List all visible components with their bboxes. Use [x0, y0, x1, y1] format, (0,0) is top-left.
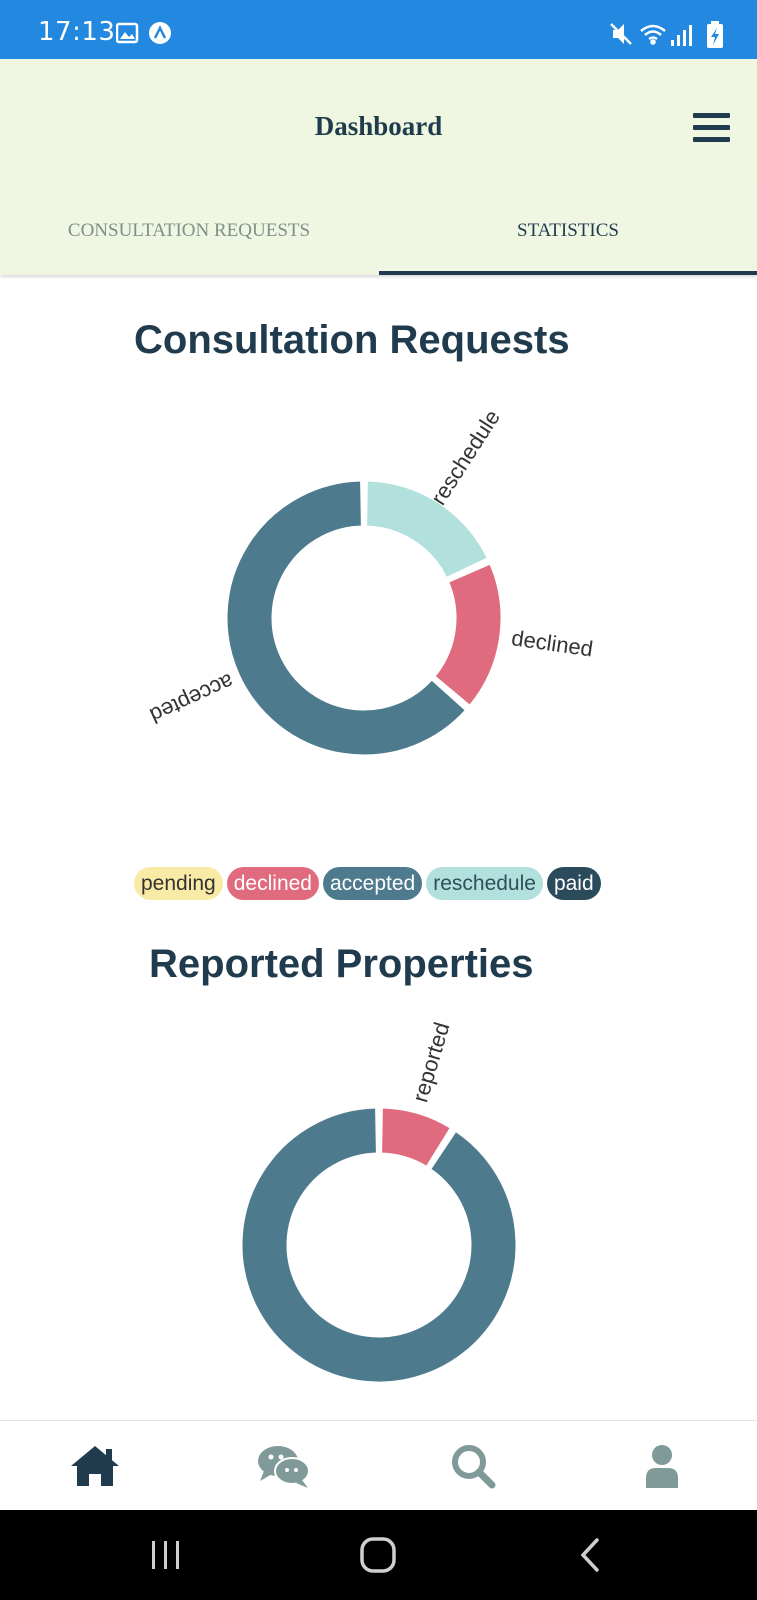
home-icon: [69, 1444, 121, 1488]
recents-icon: [149, 1539, 183, 1571]
legend-item-declined[interactable]: declined: [227, 867, 319, 900]
chart-legend: pendingdeclinedacceptedreschedulepaid: [134, 867, 601, 901]
nav-home[interactable]: [35, 1421, 155, 1511]
nav-chat[interactable]: [224, 1421, 344, 1511]
chart-title-consultation: Consultation Requests: [134, 318, 570, 363]
signal-icon: [671, 25, 692, 46]
wifi-icon: [641, 26, 665, 44]
user-icon: [644, 1444, 680, 1488]
donut-slice-declined[interactable]: [434, 563, 502, 707]
battery-charging-icon: [707, 21, 723, 48]
legend-item-paid[interactable]: paid: [547, 867, 601, 900]
slice-label: declined: [510, 625, 595, 661]
page-title: Dashboard: [0, 111, 757, 142]
status-bar: 17:13: [0, 0, 757, 59]
home-circle-icon: [359, 1536, 397, 1574]
consultation-donut-chart: reschedule declined accepted: [0, 395, 757, 855]
status-left-icons: [116, 22, 176, 53]
mute-icon: [611, 24, 631, 44]
hamburger-menu-icon: [693, 113, 730, 118]
active-tab-indicator: [379, 271, 757, 275]
tab-statistics[interactable]: STATISTICS: [379, 187, 757, 275]
app-header: Dashboard: [0, 59, 757, 187]
status-time: 17:13: [38, 17, 115, 47]
chart-title-reported: Reported Properties: [149, 942, 534, 987]
back-button[interactable]: [560, 1530, 620, 1580]
recents-button[interactable]: [136, 1530, 196, 1580]
menu-button[interactable]: [693, 113, 730, 143]
donut-slice-not-reported[interactable]: [241, 1107, 517, 1383]
nav-profile[interactable]: [602, 1421, 722, 1511]
status-right-icons: [609, 20, 729, 55]
legend-item-accepted[interactable]: accepted: [323, 867, 422, 900]
reported-donut-chart: reported^: [0, 1015, 757, 1410]
bottom-nav: [0, 1420, 757, 1511]
legend-item-reschedule[interactable]: reschedule: [426, 867, 543, 900]
nav-search[interactable]: [413, 1421, 533, 1511]
slice-label: reported: [407, 1019, 454, 1105]
slice-label: reschedule: [426, 405, 505, 509]
back-icon: [577, 1537, 603, 1573]
legend-item-pending[interactable]: pending: [134, 867, 223, 900]
system-nav-bar: [0, 1510, 757, 1600]
tab-consultation-requests[interactable]: CONSULTATION REQUESTS: [0, 187, 378, 275]
chat-bubbles-icon: [256, 1443, 312, 1489]
slice-label: accepted: [146, 669, 238, 729]
image-icon: [117, 24, 137, 42]
app-notification-icon: [149, 22, 171, 44]
tab-bar: CONSULTATION REQUESTS STATISTICS: [0, 187, 757, 275]
home-button[interactable]: [348, 1530, 408, 1580]
search-icon: [450, 1443, 496, 1489]
